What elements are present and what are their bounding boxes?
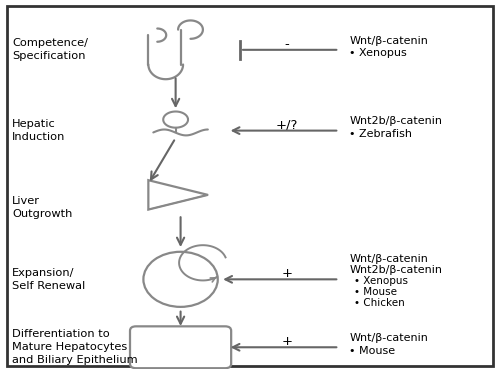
Text: Wnt/β-catenin: Wnt/β-catenin [349,36,428,46]
Text: Wnt2b/β-catenin: Wnt2b/β-catenin [349,116,442,126]
Text: -: - [285,38,290,51]
Text: • Mouse: • Mouse [354,287,397,297]
FancyBboxPatch shape [130,326,231,368]
Text: +: + [282,335,292,348]
Text: Hepatic
Induction: Hepatic Induction [12,119,66,142]
Text: Wnt2b/β-catenin: Wnt2b/β-catenin [349,265,442,275]
Text: • Xenopus: • Xenopus [349,48,407,58]
Text: Competence/
Specification: Competence/ Specification [12,38,88,61]
Text: Expansion/
Self Renewal: Expansion/ Self Renewal [12,268,85,291]
Text: +: + [282,267,292,280]
Text: • Zebrafish: • Zebrafish [349,129,412,139]
Text: Wnt/β-catenin: Wnt/β-catenin [349,333,428,343]
FancyBboxPatch shape [7,6,493,366]
Text: • Xenopus: • Xenopus [354,276,408,286]
Text: • Mouse: • Mouse [349,346,396,356]
Text: Differentiation to
Mature Hepatocytes
and Biliary Epithelium: Differentiation to Mature Hepatocytes an… [12,330,138,365]
Text: +/?: +/? [276,119,298,132]
Text: Liver
Outgrowth: Liver Outgrowth [12,196,72,219]
Text: • Chicken: • Chicken [354,298,405,308]
Text: Wnt/β-catenin: Wnt/β-catenin [349,254,428,264]
